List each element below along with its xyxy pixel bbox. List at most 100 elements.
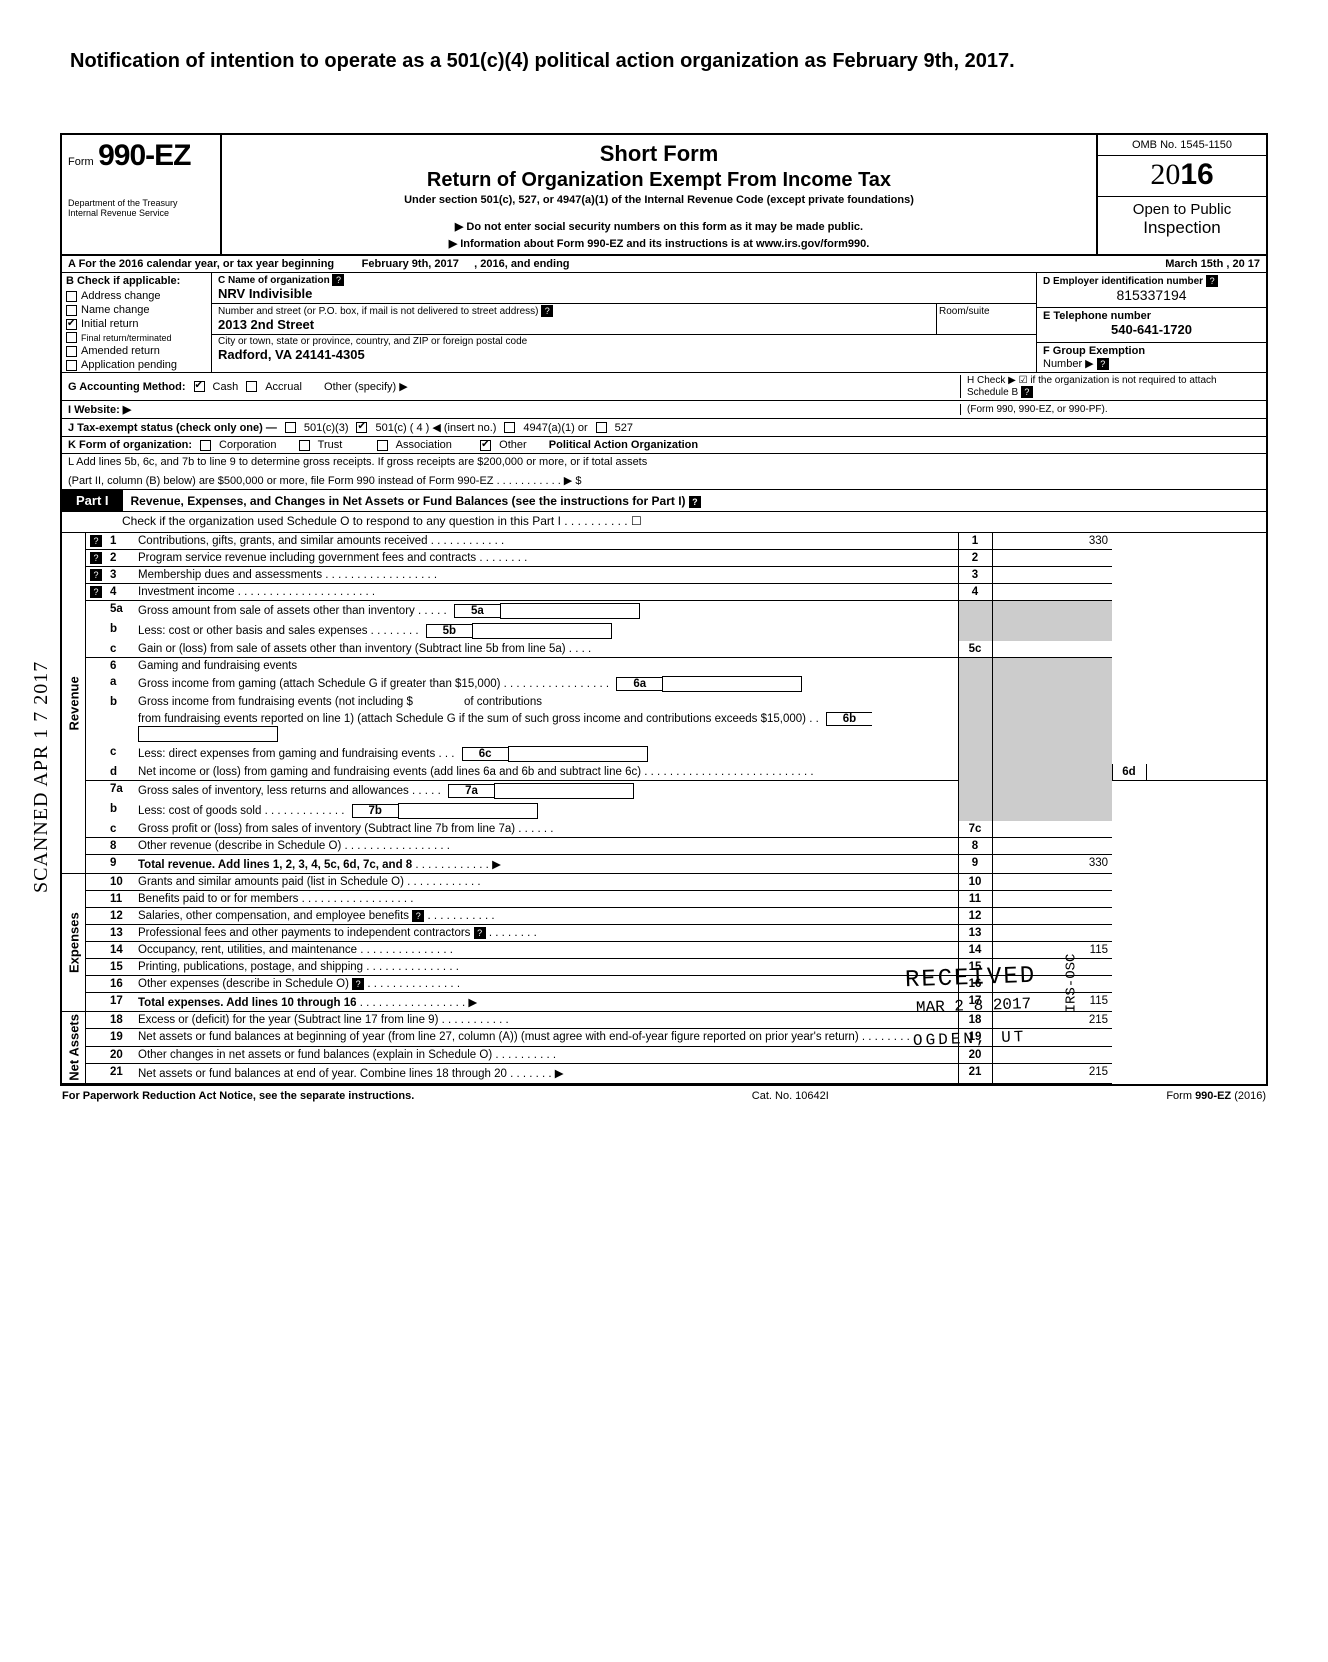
line7c-box: 7c: [958, 821, 992, 838]
help-icon[interactable]: ?: [332, 274, 344, 286]
part1-table: Revenue ? 1 Contributions, gifts, grants…: [62, 533, 1266, 1084]
help-icon[interactable]: ?: [90, 535, 102, 547]
line16-desc: Other expenses (describe in Schedule O): [138, 978, 349, 990]
line12-box: 12: [958, 908, 992, 925]
chk-accrual[interactable]: [246, 381, 257, 392]
end-date: March 15th: [1165, 258, 1223, 270]
line7a-val[interactable]: [494, 783, 634, 799]
line19-val: [992, 1029, 1112, 1046]
part1-header: Part I Revenue, Expenses, and Changes in…: [62, 490, 1266, 512]
chk-app-pending[interactable]: [66, 360, 77, 371]
help-icon[interactable]: ?: [90, 569, 102, 581]
line7a-desc: Gross sales of inventory, less returns a…: [138, 785, 409, 797]
help-icon[interactable]: ?: [541, 305, 553, 317]
chk-final-return[interactable]: [66, 332, 77, 343]
top-notice: Notification of intention to operate as …: [60, 50, 1268, 73]
help-icon[interactable]: ?: [90, 552, 102, 564]
line6c-box: 6c: [462, 747, 508, 761]
f-label: F Group Exemption: [1043, 345, 1145, 357]
help-icon[interactable]: ?: [1097, 358, 1109, 370]
help-icon[interactable]: ?: [1021, 386, 1033, 398]
city-label: City or town, state or province, country…: [212, 335, 1036, 347]
chk-501c[interactable]: [356, 422, 367, 433]
line3-desc: Membership dues and assessments .: [138, 569, 328, 581]
lbl-address-change: Address change: [81, 290, 161, 302]
chk-corp[interactable]: [200, 440, 211, 451]
footer-right-form: 990-EZ: [1195, 1090, 1231, 1102]
city-state-zip: Radford, VA 24141-4305: [212, 347, 1036, 364]
title-return: Return of Organization Exempt From Incom…: [230, 169, 1088, 192]
dept-irs: Internal Revenue Service: [68, 209, 214, 219]
line2-desc: Program service revenue including govern…: [138, 552, 476, 564]
line2-box: 2: [958, 550, 992, 567]
line10-desc: Grants and similar amounts paid (list in…: [138, 876, 404, 888]
chk-name-change[interactable]: [66, 305, 77, 316]
tax-year: 2016: [1098, 156, 1266, 197]
row-a-label: A For the 2016 calendar year, or tax yea…: [68, 258, 334, 270]
i-label: I Website: ▶: [68, 403, 131, 416]
line5a-box: 5a: [454, 604, 500, 618]
line18-desc: Excess or (deficit) for the year (Subtra…: [138, 1014, 438, 1026]
line4-val: [992, 584, 1112, 601]
line5b-val[interactable]: [472, 623, 612, 639]
line6a-val[interactable]: [662, 676, 802, 692]
other-org-value: Political Action Organization: [549, 439, 698, 451]
chk-initial-return[interactable]: [66, 319, 77, 330]
b-label: B Check if applicable:: [62, 273, 211, 289]
h-sub: (Form 990, 990-EZ, or 990-PF).: [960, 404, 1260, 415]
line7b-val[interactable]: [398, 803, 538, 819]
line7c-desc: Gross profit or (loss) from sales of inv…: [138, 823, 515, 835]
lbl-amended: Amended return: [81, 345, 160, 357]
line6-desc: Gaming and fundraising events: [134, 658, 958, 675]
chk-4947[interactable]: [504, 422, 515, 433]
line8-box: 8: [958, 838, 992, 855]
help-icon[interactable]: ?: [689, 496, 701, 508]
chk-address-change[interactable]: [66, 291, 77, 302]
form-number: 990-EZ: [98, 139, 190, 172]
chk-cash[interactable]: [194, 381, 205, 392]
line16-box: 16: [958, 976, 992, 993]
line17-val: 115: [992, 993, 1112, 1012]
h-text: H Check ▶ ☑ if the organization is not r…: [967, 375, 1217, 398]
line6c-val[interactable]: [508, 746, 648, 762]
help-icon[interactable]: ?: [412, 910, 424, 922]
lbl-name-change: Name change: [81, 304, 150, 316]
lbl-initial-return: Initial return: [81, 318, 138, 330]
help-icon[interactable]: ?: [1206, 275, 1218, 287]
line6d-val: [1146, 764, 1266, 781]
chk-501c3[interactable]: [285, 422, 296, 433]
line5a-val[interactable]: [500, 603, 640, 619]
form-footer: For Paperwork Reduction Act Notice, see …: [60, 1086, 1268, 1102]
side-expenses: Expenses: [62, 874, 86, 1012]
chk-assoc[interactable]: [377, 440, 388, 451]
line20-val: [992, 1046, 1112, 1063]
line5c-box: 5c: [958, 641, 992, 658]
line1-box: 1: [958, 533, 992, 550]
help-icon[interactable]: ?: [352, 978, 364, 990]
part1-sub: Check if the organization used Schedule …: [62, 512, 1266, 533]
line6b-val[interactable]: [138, 726, 278, 742]
line12-desc: Salaries, other compensation, and employ…: [138, 910, 409, 922]
line12-val: [992, 908, 1112, 925]
line14-box: 14: [958, 942, 992, 959]
g-label: G Accounting Method:: [68, 381, 186, 393]
lbl-501c: 501(c) ( 4 ) ◀ (insert no.): [375, 421, 496, 434]
line20-box: 20: [958, 1046, 992, 1063]
chk-other-org[interactable]: [480, 440, 491, 451]
line19-box: 19: [958, 1029, 992, 1046]
chk-527[interactable]: [596, 422, 607, 433]
help-icon[interactable]: ?: [90, 586, 102, 598]
gk-block: G Accounting Method: Cash Accrual Other …: [62, 373, 1266, 490]
footer-right-prefix: Form: [1166, 1090, 1195, 1102]
side-revenue: Revenue: [62, 533, 86, 874]
line7b-desc: Less: cost of goods sold: [138, 805, 261, 817]
lbl-cash: Cash: [213, 381, 239, 393]
chk-trust[interactable]: [299, 440, 310, 451]
line6b-box: 6b: [826, 712, 872, 726]
inspection: Inspection: [1098, 218, 1266, 242]
part1-title: Revenue, Expenses, and Changes in Net As…: [131, 494, 686, 508]
line9-val: 330: [992, 855, 1112, 874]
chk-amended[interactable]: [66, 346, 77, 357]
help-icon[interactable]: ?: [474, 927, 486, 939]
line7b-box: 7b: [352, 804, 398, 818]
